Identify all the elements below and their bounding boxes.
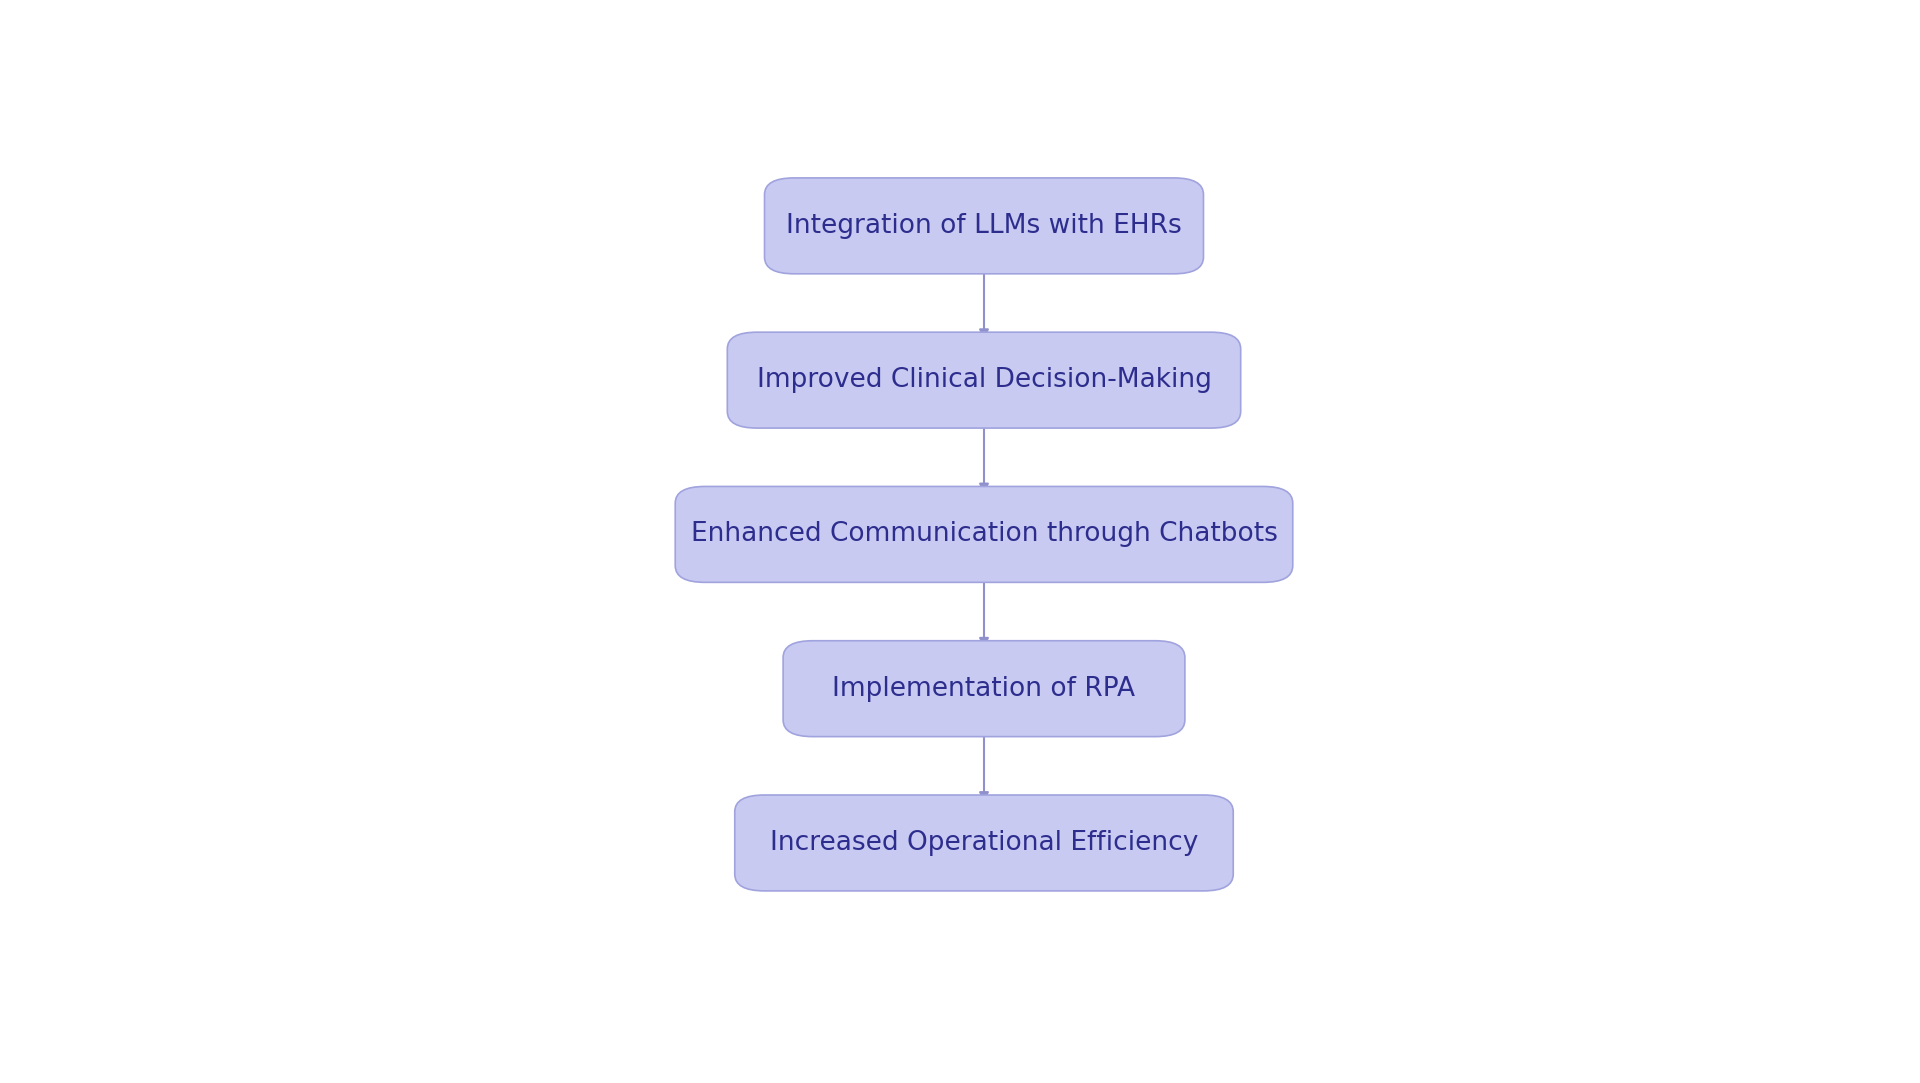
FancyBboxPatch shape bbox=[735, 795, 1233, 891]
Text: Increased Operational Efficiency: Increased Operational Efficiency bbox=[770, 830, 1198, 856]
Text: Integration of LLMs with EHRs: Integration of LLMs with EHRs bbox=[785, 213, 1183, 239]
FancyBboxPatch shape bbox=[728, 332, 1240, 428]
FancyBboxPatch shape bbox=[676, 486, 1292, 583]
Text: Improved Clinical Decision-Making: Improved Clinical Decision-Making bbox=[756, 367, 1212, 393]
FancyBboxPatch shape bbox=[764, 178, 1204, 274]
Text: Enhanced Communication through Chatbots: Enhanced Communication through Chatbots bbox=[691, 521, 1277, 547]
Text: Implementation of RPA: Implementation of RPA bbox=[833, 676, 1135, 702]
FancyBboxPatch shape bbox=[783, 641, 1185, 736]
